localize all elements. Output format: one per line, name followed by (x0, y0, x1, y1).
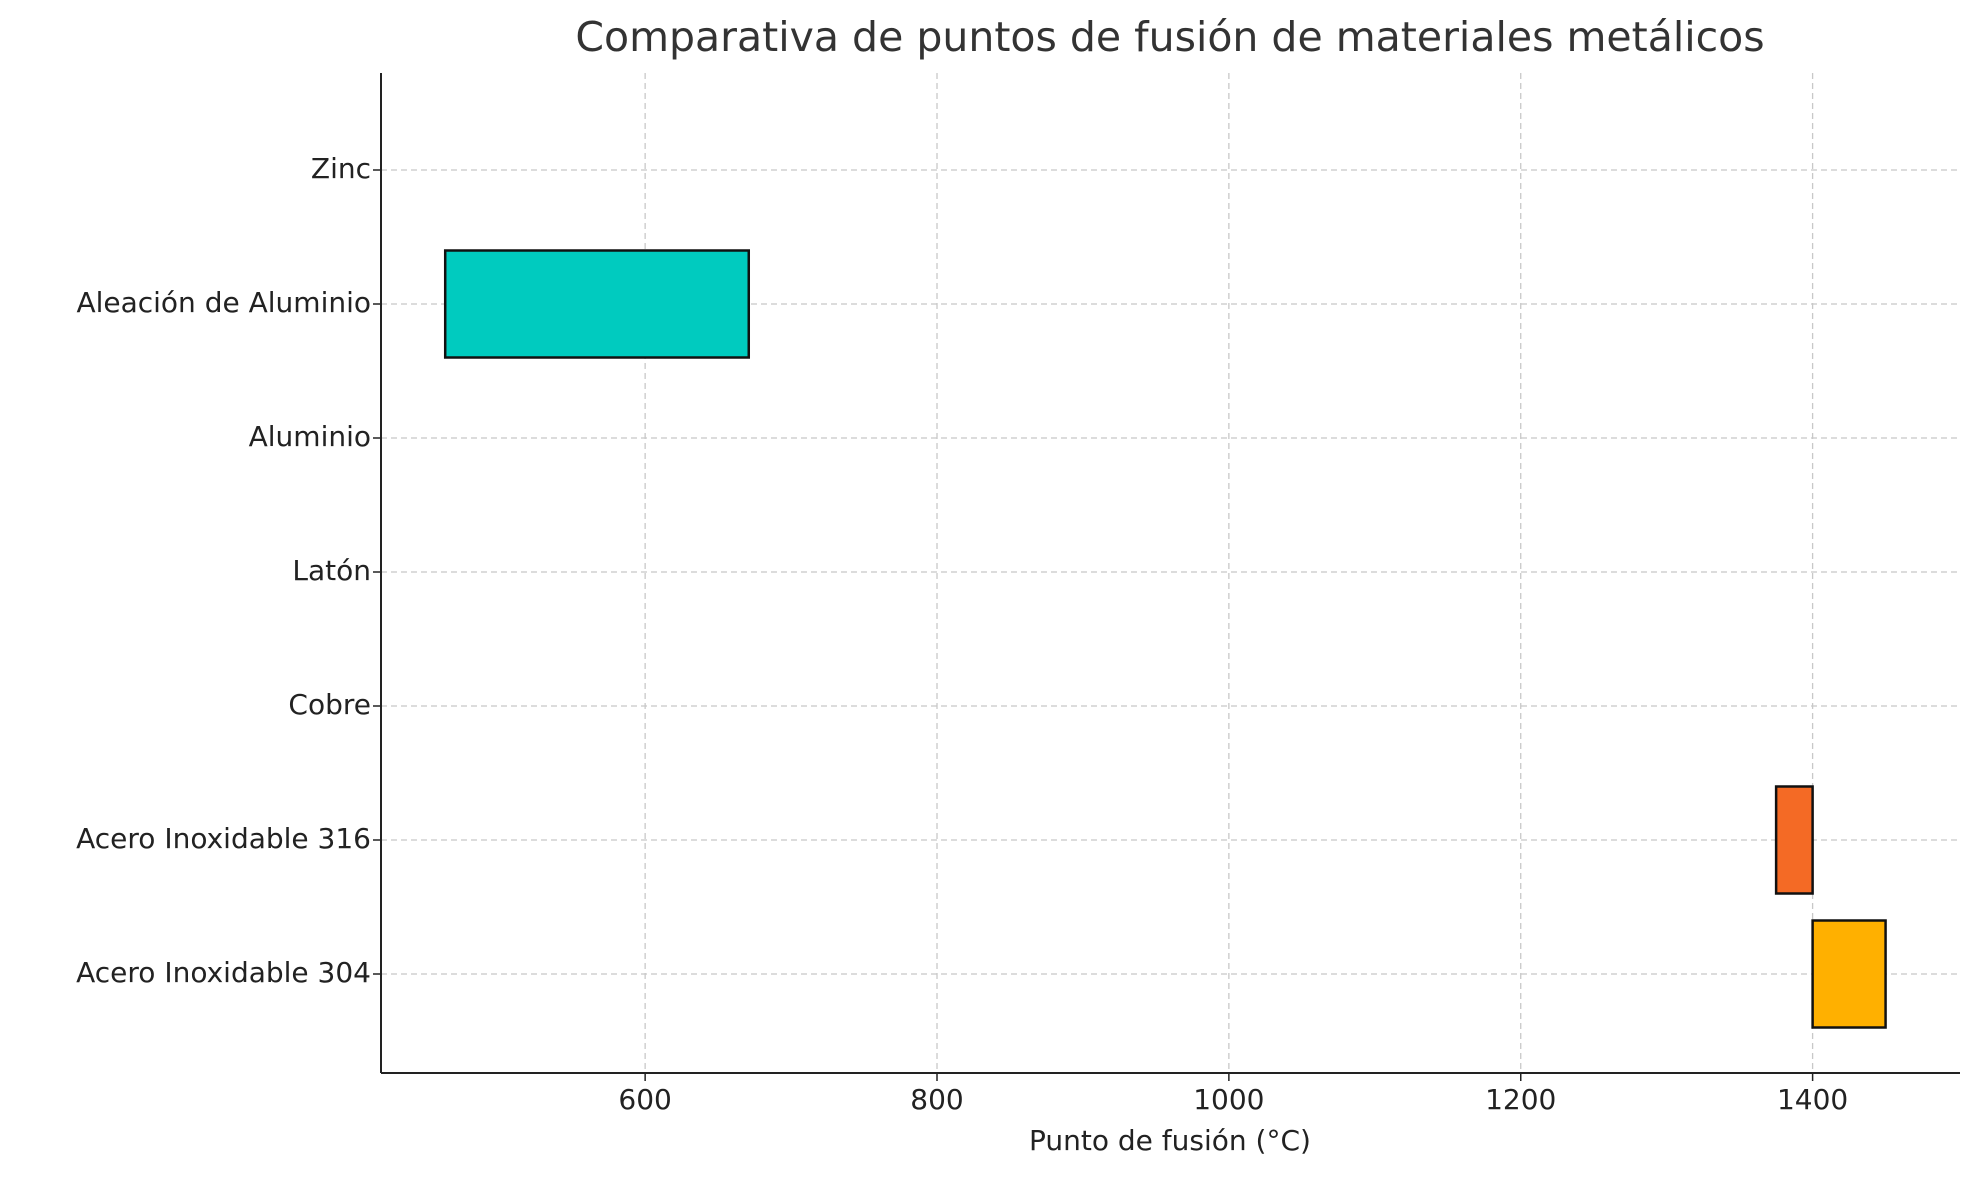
y-tick-label: Aluminio (249, 420, 371, 453)
range-bar (443, 249, 751, 359)
range-bar (1774, 785, 1814, 895)
y-tick-label: Latón (292, 554, 371, 587)
y-tick-label: Aleación de Aluminio (76, 286, 371, 319)
chart-title: Comparativa de puntos de fusión de mater… (575, 13, 1764, 61)
x-tick-label: 1200 (1485, 1083, 1556, 1116)
y-tick-label: Zinc (311, 152, 371, 185)
y-tick-label: Acero Inoxidable 304 (76, 956, 371, 989)
x-tick-label: 800 (910, 1083, 963, 1116)
y-tick-label: Acero Inoxidable 316 (76, 822, 371, 855)
x-tick-label: 1000 (1193, 1083, 1264, 1116)
x-tick-label: 600 (618, 1083, 671, 1116)
x-axis-label: Punto de fusión (°C) (1029, 1124, 1311, 1157)
range-bar (1811, 919, 1887, 1029)
x-tick-label: 1400 (1777, 1083, 1848, 1116)
y-tick-label: Cobre (288, 688, 371, 721)
